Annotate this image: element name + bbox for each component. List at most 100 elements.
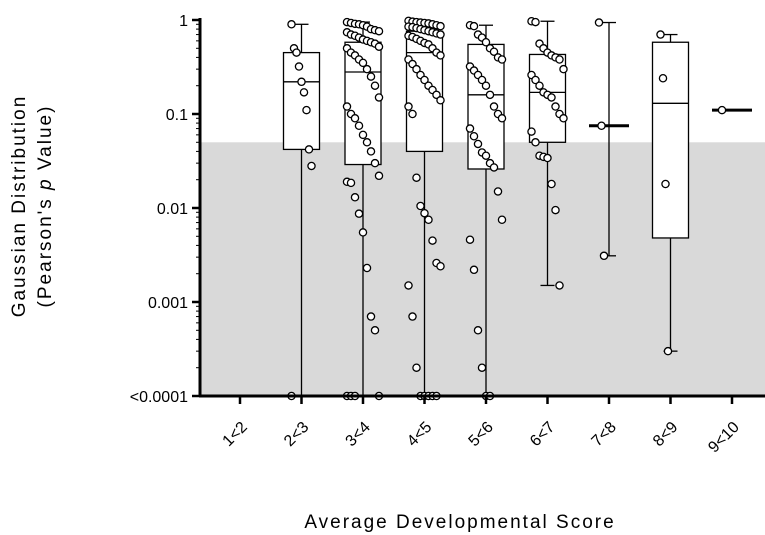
data-point xyxy=(370,158,380,168)
box-group-9<10 xyxy=(712,105,752,115)
data-point xyxy=(294,62,304,71)
y-axis-title-line1: Gaussian Distribution xyxy=(9,95,30,318)
data-point xyxy=(412,64,421,74)
data-point xyxy=(658,74,668,83)
data-point xyxy=(656,30,665,39)
y-tick-label: 0.001 xyxy=(148,295,188,312)
data-point xyxy=(358,58,368,68)
data-point xyxy=(412,363,421,372)
data-point xyxy=(416,201,425,211)
y-tick-label: 0.1 xyxy=(166,107,188,124)
data-point xyxy=(477,363,487,372)
y-tick-label: <0.0001 xyxy=(130,389,188,406)
x-axis-title: Average Developmental Score xyxy=(304,512,615,533)
data-point xyxy=(555,55,564,64)
data-point xyxy=(299,88,309,97)
data-point xyxy=(404,102,413,111)
data-point xyxy=(489,47,499,56)
data-point xyxy=(404,281,413,290)
data-point xyxy=(436,30,445,39)
data-point xyxy=(497,114,507,123)
data-point xyxy=(370,81,380,90)
x-tick-label: 4<5 xyxy=(404,419,435,450)
box-iqr xyxy=(651,41,690,239)
data-point xyxy=(420,208,429,218)
data-point xyxy=(543,153,552,163)
data-point xyxy=(481,81,491,90)
box-group-5<6 xyxy=(465,20,507,401)
data-point xyxy=(374,93,384,102)
y-axis-title-line2: (Pearson's p Value) xyxy=(35,105,56,308)
data-point xyxy=(489,102,499,111)
data-point xyxy=(717,105,727,115)
axes xyxy=(192,18,765,404)
data-point xyxy=(350,193,360,202)
box-iqr xyxy=(467,43,505,170)
y-axis-title-prefix: (Pearson's xyxy=(35,190,56,308)
y-axis-title-italic: p xyxy=(35,177,56,191)
data-point xyxy=(531,75,540,85)
data-point xyxy=(436,96,445,105)
data-point xyxy=(374,26,384,36)
data-point xyxy=(287,20,296,29)
data-point xyxy=(535,81,544,90)
data-point xyxy=(436,51,445,60)
box-group-6<7 xyxy=(527,16,568,290)
data-point xyxy=(473,139,483,149)
data-point xyxy=(531,17,540,27)
data-point xyxy=(366,147,376,156)
data-point xyxy=(547,179,556,189)
y-axis-title-suffix: Value) xyxy=(35,105,56,178)
data-point xyxy=(297,77,306,87)
data-point xyxy=(547,93,556,102)
data-point xyxy=(428,236,437,245)
box-group-3<4 xyxy=(342,17,384,401)
data-point xyxy=(465,124,475,133)
data-point xyxy=(302,105,311,115)
data-point xyxy=(350,114,360,123)
data-point xyxy=(531,138,540,147)
data-point xyxy=(362,64,372,74)
x-tick-label: 9<10 xyxy=(705,419,743,457)
data-point xyxy=(362,138,372,147)
data-point xyxy=(420,75,429,85)
data-point xyxy=(469,265,479,275)
data-point xyxy=(292,48,301,57)
data-point xyxy=(362,263,372,273)
data-point xyxy=(424,215,433,224)
data-point xyxy=(594,18,604,27)
data-point xyxy=(304,145,314,154)
data-point xyxy=(432,90,441,100)
y-tick-label: 0.01 xyxy=(157,201,188,218)
data-point xyxy=(597,121,606,130)
data-point xyxy=(663,346,673,356)
data-point xyxy=(436,21,445,31)
x-tick-label: 7<8 xyxy=(589,419,620,450)
data-point xyxy=(485,90,495,100)
data-point xyxy=(366,312,376,321)
data-point xyxy=(497,215,507,224)
x-tick-label: 3<4 xyxy=(343,419,374,450)
x-tick-label: 1<2 xyxy=(220,419,251,450)
x-tick-label: 6<7 xyxy=(527,419,558,450)
data-point xyxy=(465,235,475,244)
data-point xyxy=(307,161,316,171)
data-point xyxy=(366,72,376,81)
data-point xyxy=(436,262,445,271)
box-group-8<9 xyxy=(651,30,690,356)
data-point xyxy=(481,37,491,47)
data-point xyxy=(551,205,560,215)
data-point xyxy=(408,312,417,321)
data-point xyxy=(412,173,421,182)
box-group-4<5 xyxy=(404,16,445,401)
data-point xyxy=(354,209,364,218)
data-point xyxy=(358,228,368,237)
box-group-2<3 xyxy=(282,20,321,401)
data-point xyxy=(559,64,568,74)
data-point xyxy=(346,178,356,188)
data-point xyxy=(469,21,479,31)
data-point xyxy=(374,171,384,181)
data-point xyxy=(599,251,609,261)
data-point xyxy=(493,187,503,196)
